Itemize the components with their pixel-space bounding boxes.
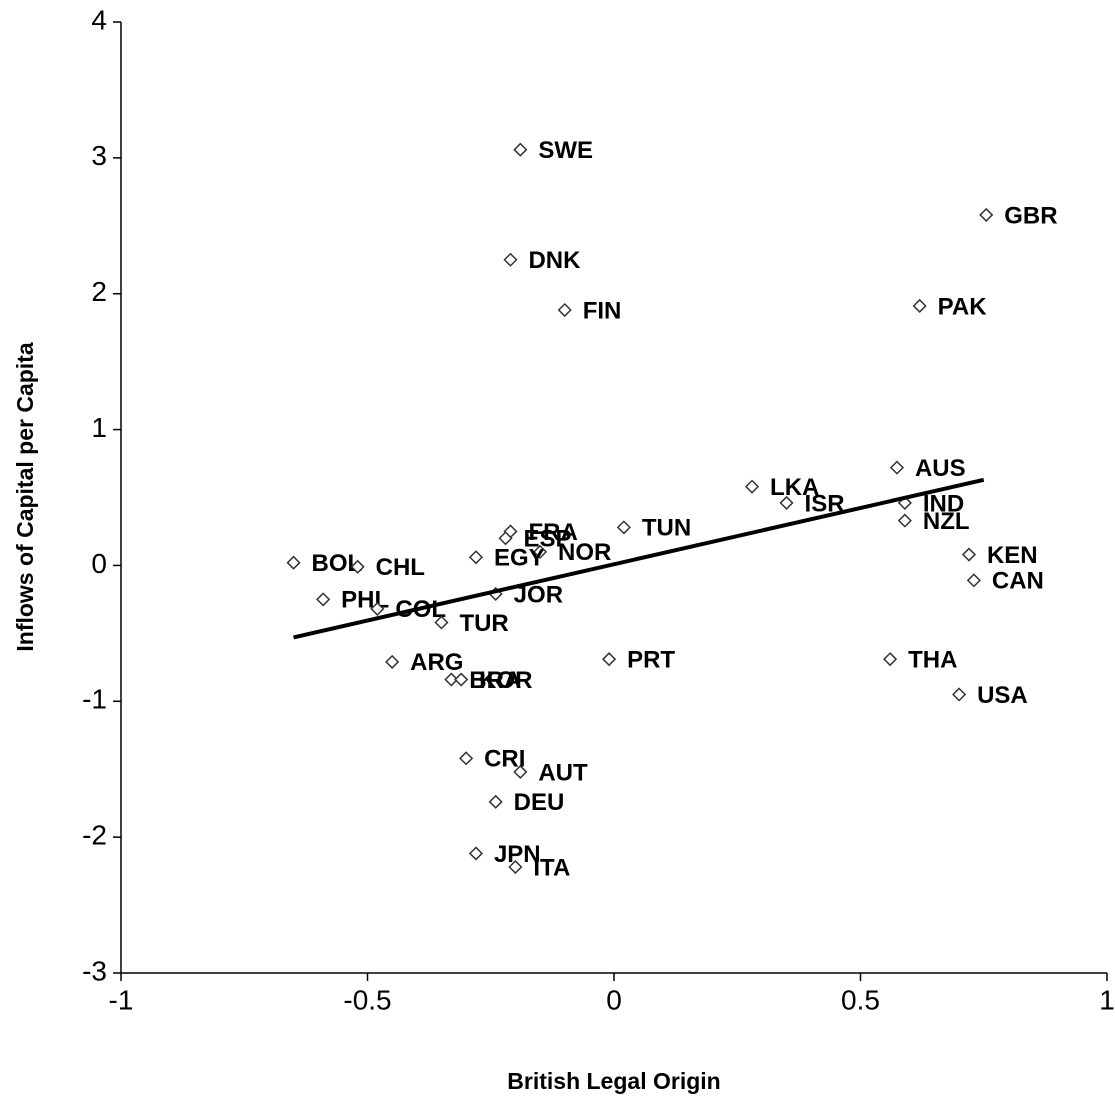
y-tick-label: -1 xyxy=(82,684,107,715)
point-label: LKA xyxy=(770,474,819,501)
point-label: SWE xyxy=(538,137,593,164)
point-label: FRA xyxy=(528,519,577,546)
point-label: CAN xyxy=(992,568,1044,595)
x-tick-label: 1 xyxy=(1099,984,1115,1015)
point-label: THA xyxy=(908,647,957,674)
point xyxy=(488,794,503,809)
y-tick-label: 1 xyxy=(91,412,107,443)
point xyxy=(434,615,449,630)
point xyxy=(468,846,484,861)
point xyxy=(744,479,760,494)
point xyxy=(498,531,513,546)
x-tick-label: 0 xyxy=(606,984,622,1015)
y-tick-label: -2 xyxy=(82,820,107,851)
point xyxy=(513,142,528,157)
trendline xyxy=(293,477,985,640)
y-tick-label: 2 xyxy=(91,276,107,307)
point-label: EGY xyxy=(494,545,545,572)
point-label: NZL xyxy=(923,508,970,535)
point xyxy=(966,573,981,588)
point-label: BOL xyxy=(312,550,363,577)
point-label: KEN xyxy=(987,542,1038,569)
point xyxy=(316,592,331,607)
point xyxy=(883,652,898,667)
point-label: ARG xyxy=(410,649,463,676)
y-axis-title: Inflows of Capital per Capita xyxy=(12,342,38,651)
point-label: PRT xyxy=(627,647,675,674)
y-tick-label: -3 xyxy=(82,955,107,986)
point xyxy=(602,652,617,667)
point xyxy=(979,207,994,222)
point xyxy=(779,495,794,510)
point-label: IND xyxy=(923,490,964,517)
point-label: KOR xyxy=(479,667,532,694)
point-label: FIN xyxy=(583,297,622,324)
point-label: AUS xyxy=(915,455,966,482)
point xyxy=(468,550,484,565)
x-tick-label: -1 xyxy=(109,984,134,1015)
point xyxy=(557,302,572,318)
point xyxy=(508,859,523,875)
point xyxy=(532,544,548,559)
point xyxy=(616,520,631,535)
point xyxy=(459,751,474,766)
point-label: DEU xyxy=(514,789,565,816)
point-label: PAK xyxy=(938,293,988,320)
point-label: TUN xyxy=(642,515,691,542)
point xyxy=(503,252,518,267)
point xyxy=(961,547,977,562)
point xyxy=(370,601,385,616)
point xyxy=(952,687,967,702)
point xyxy=(897,495,912,510)
point-label: NOR xyxy=(558,539,611,566)
point xyxy=(444,672,459,687)
point-label: BRA xyxy=(469,667,521,694)
x-tick-label: -0.5 xyxy=(343,984,391,1015)
point-label: CHL xyxy=(376,554,425,581)
y-tick-label: 3 xyxy=(91,140,107,171)
y-tick-label: 0 xyxy=(91,548,107,579)
point xyxy=(889,460,905,475)
point-label: USA xyxy=(977,682,1028,709)
point xyxy=(897,513,912,528)
point xyxy=(286,555,301,570)
point xyxy=(350,559,365,574)
point-label: GBR xyxy=(1004,202,1057,229)
point-label: ESP xyxy=(524,526,572,553)
point-label: ITA xyxy=(533,854,570,881)
point xyxy=(454,672,469,687)
x-axis-title: British Legal Origin xyxy=(507,1068,720,1094)
point-label: AUT xyxy=(538,759,588,786)
y-tick-label: 4 xyxy=(91,4,107,35)
point-label: TUR xyxy=(459,610,508,637)
point xyxy=(385,654,400,669)
point xyxy=(513,764,528,779)
point xyxy=(912,298,927,314)
point-label: DNK xyxy=(528,247,581,274)
x-tick-label: 0.5 xyxy=(841,984,880,1015)
